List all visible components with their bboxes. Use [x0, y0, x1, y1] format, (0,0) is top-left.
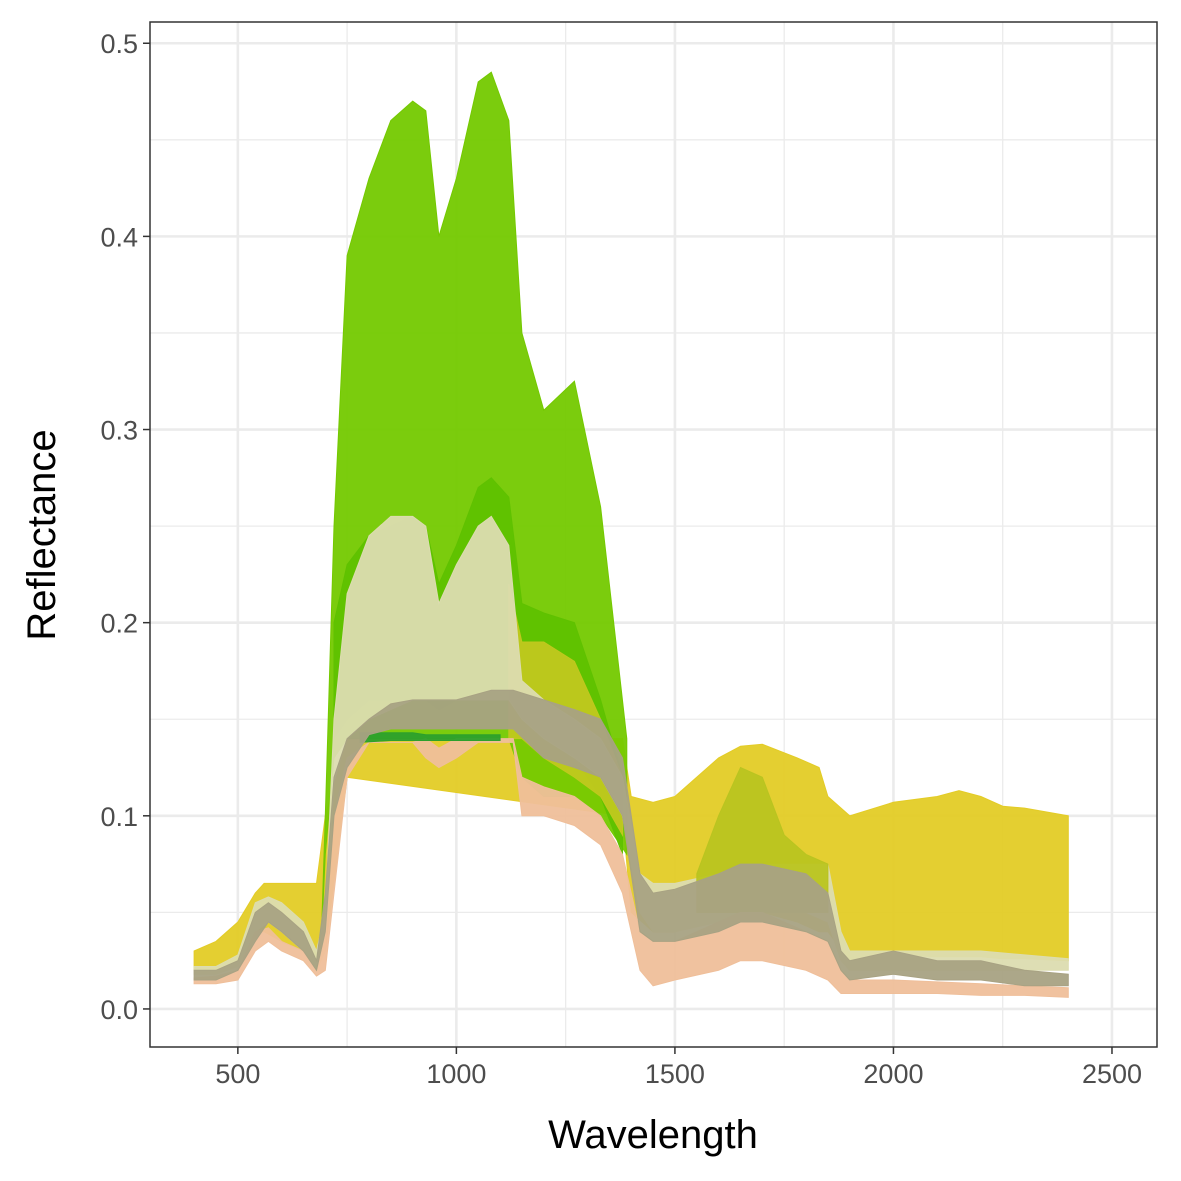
y-tick-label: 0.1 [100, 802, 138, 832]
x-tick-label: 1000 [426, 1059, 486, 1089]
x-tick-label: 2000 [863, 1059, 923, 1089]
y-tick-label: 0.4 [100, 222, 138, 252]
x-tick-label: 2500 [1082, 1059, 1142, 1089]
y-tick-label: 0.3 [100, 416, 138, 446]
reflectance-band-7 [359, 732, 501, 743]
y-tick-label: 0.2 [100, 609, 138, 639]
y-tick-label: 0.5 [100, 29, 138, 59]
axes: 500 1000 1500 2000 2500 0.0 0.1 0.2 0.3 0.4 0.5 [100, 29, 1142, 1089]
plot-border [149, 21, 1158, 1048]
reflectance-band-8 [193, 689, 1069, 987]
x-tick-label: 1500 [645, 1059, 705, 1089]
x-tick-label: 500 [215, 1059, 260, 1089]
spectral-bands [193, 71, 1069, 998]
y-axis-title: Reflectance [20, 429, 64, 640]
x-axis-title: Wavelength [548, 1113, 758, 1157]
y-tick-label: 0.0 [100, 995, 138, 1025]
